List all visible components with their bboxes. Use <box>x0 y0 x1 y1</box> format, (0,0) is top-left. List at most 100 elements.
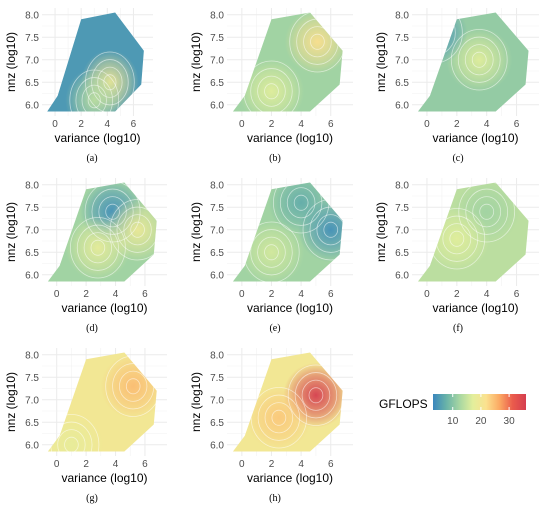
contour-line <box>279 182 323 226</box>
x-tick-label: 2 <box>454 119 460 130</box>
x-tick-label: 6 <box>328 289 334 300</box>
y-axis-title: nnz (log10) <box>4 202 18 262</box>
contour-line <box>116 206 157 253</box>
contour-line <box>87 92 101 109</box>
x-tick-label: 4 <box>113 289 119 300</box>
y-tick-label: 6.5 <box>395 78 409 89</box>
panels-group: 0 2 4 6 6.0 6.5 7.0 7.5 8.0 variance (log10) nnz (… <box>4 8 539 504</box>
x-tick-label: 0 <box>54 289 60 300</box>
y-tick-label: 6.5 <box>210 248 224 259</box>
x-tick-label: 2 <box>269 289 275 300</box>
y-tick-label: 6.5 <box>25 418 39 429</box>
y-tick-label: 6.5 <box>25 78 39 89</box>
panel-caption: (d) <box>86 323 98 334</box>
x-tick-label: 2 <box>83 289 89 300</box>
contour-line <box>472 196 502 228</box>
y-tick-label: 7.0 <box>210 55 224 66</box>
y-tick-label: 6.0 <box>210 100 224 111</box>
y-tick-label: 7.0 <box>210 395 224 406</box>
contour-line <box>75 77 113 112</box>
contour-line <box>310 33 325 50</box>
x-tick-label: 2 <box>269 459 275 470</box>
contour-line <box>471 51 487 68</box>
contour-line <box>264 244 279 261</box>
chart-panel: 0 2 4 6 6.0 6.5 7.0 7.5 8.0 variance (log10) nnz (… <box>4 8 153 164</box>
chart-panel: 0 2 4 6 6.0 6.5 7.0 7.5 8.0 variance (log10) nnz (… <box>189 348 353 504</box>
y-tick-label: 6.0 <box>25 270 39 281</box>
contour-line <box>450 29 508 91</box>
contour-line <box>264 402 294 434</box>
contour-line <box>125 378 141 395</box>
y-tick-label: 7.5 <box>210 373 224 384</box>
contour-line <box>257 394 301 441</box>
contour-line <box>85 51 135 112</box>
x-axis-title: variance (log10) <box>54 131 140 145</box>
contour-line <box>303 26 332 58</box>
contour-line <box>289 12 343 73</box>
y-tick-label: 7.5 <box>25 33 39 44</box>
x-tick-label: 2 <box>83 459 89 470</box>
heat-hotspot <box>238 58 305 112</box>
x-tick-label: 6 <box>142 289 148 300</box>
x-tick-label: 2 <box>269 119 275 130</box>
contour-line <box>64 436 79 452</box>
y-tick-label: 6.0 <box>25 440 39 451</box>
y-tick-label: 8.0 <box>25 350 39 361</box>
y-tick-label: 7.5 <box>25 373 39 384</box>
y-tick-label: 8.0 <box>210 180 224 191</box>
x-axis-title: variance (log10) <box>61 301 147 315</box>
contour-line <box>90 239 106 256</box>
contour-line <box>287 364 343 426</box>
x-tick-label: 4 <box>298 119 304 130</box>
contour-line <box>449 230 465 247</box>
x-tick-label: 4 <box>298 459 304 470</box>
y-tick-label: 7.0 <box>395 225 409 236</box>
colorbar-ticks: 10 20 30 <box>447 394 515 427</box>
x-tick-label: 6 <box>142 459 148 470</box>
contour-line <box>442 223 472 255</box>
contour-line <box>458 182 516 243</box>
panel-caption: (f) <box>453 323 463 334</box>
x-tick-label: 4 <box>484 289 490 300</box>
y-axis-title: nnz (log10) <box>4 32 18 92</box>
panel-caption: (e) <box>269 323 280 334</box>
heat-field <box>47 182 157 282</box>
x-tick-label: 2 <box>454 289 460 300</box>
contour-line <box>119 370 148 402</box>
x-tick-label: 6 <box>514 289 520 300</box>
y-tick-label: 6.5 <box>395 248 409 259</box>
y-tick-label: 6.5 <box>210 78 224 89</box>
y-tick-label: 7.0 <box>25 225 39 236</box>
panel-caption: (h) <box>269 493 281 504</box>
contour-line <box>257 236 286 268</box>
y-tick-label: 6.0 <box>395 270 409 281</box>
contour-line <box>76 224 119 271</box>
chart-panel: 0 2 4 6 6.0 6.5 7.0 7.5 8.0 variance (log10) nnz (… <box>4 348 167 504</box>
contour-line <box>105 203 120 220</box>
contour-line <box>123 214 152 246</box>
y-tick-label: 8.0 <box>210 10 224 21</box>
y-axis-title: nnz (log10) <box>189 372 203 432</box>
x-axis-title: variance (log10) <box>247 301 333 315</box>
x-tick-label: 0 <box>54 459 60 470</box>
y-axis-title: nnz (log10) <box>189 202 203 262</box>
contour-line <box>250 68 293 112</box>
y-tick-label: 6.0 <box>395 100 409 111</box>
x-axis-title: variance (log10) <box>432 131 518 145</box>
contour-line <box>103 74 117 91</box>
contour-line <box>250 387 308 449</box>
contour-line <box>457 36 501 83</box>
contour-line <box>98 196 127 228</box>
x-tick-label: 6 <box>131 119 137 130</box>
legend-title: GFLOPS <box>379 397 428 411</box>
contour-line <box>109 199 157 261</box>
contour-line <box>57 429 86 452</box>
x-tick-label: 6 <box>328 119 334 130</box>
x-tick-label: 0 <box>239 119 245 130</box>
x-axis-title: variance (log10) <box>61 471 147 485</box>
colorbar-tick-label: 20 <box>475 416 487 427</box>
colorbar-tick-label: 10 <box>447 416 459 427</box>
x-axis-title: variance (log10) <box>247 471 333 485</box>
contour-line <box>250 229 293 276</box>
